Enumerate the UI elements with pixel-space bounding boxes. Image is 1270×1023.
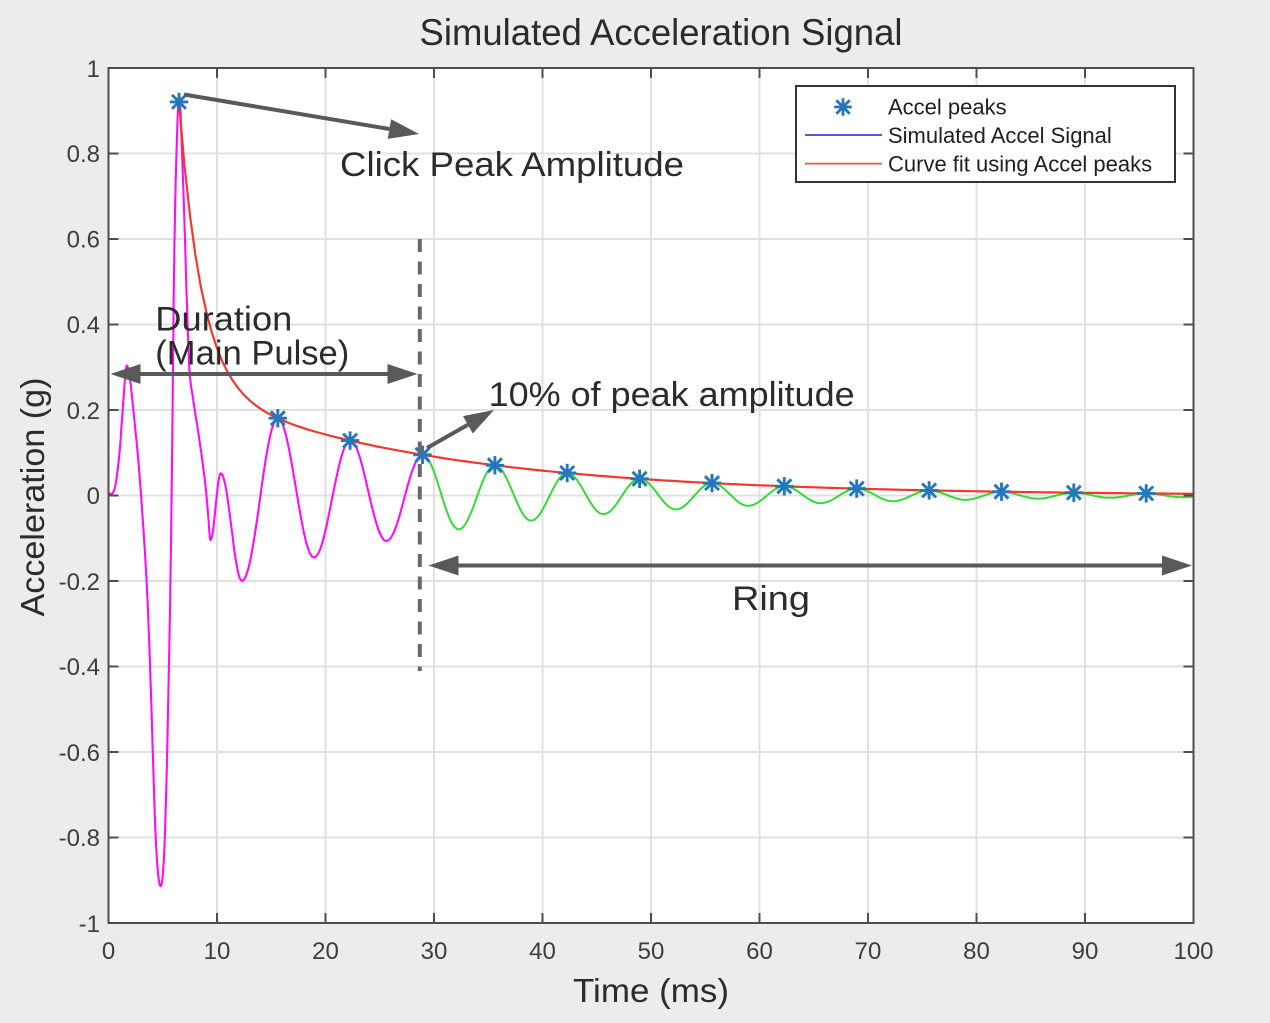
- svg-text:10% of peak amplitude: 10% of peak amplitude: [489, 376, 855, 414]
- svg-text:-0.4: -0.4: [59, 654, 100, 681]
- svg-text:20: 20: [312, 938, 339, 965]
- svg-text:(Main Pulse): (Main Pulse): [155, 335, 349, 373]
- svg-text:10: 10: [204, 938, 231, 965]
- svg-text:Duration: Duration: [155, 301, 292, 339]
- svg-text:-0.2: -0.2: [59, 569, 100, 596]
- svg-text:1: 1: [87, 56, 100, 83]
- svg-text:-0.8: -0.8: [59, 825, 100, 852]
- svg-text:Click Peak Amplitude: Click Peak Amplitude: [340, 146, 684, 184]
- svg-text:Time (ms): Time (ms): [573, 972, 729, 1009]
- svg-text:70: 70: [855, 938, 882, 965]
- svg-text:100: 100: [1173, 938, 1213, 965]
- svg-text:Curve fit using Accel peaks: Curve fit using Accel peaks: [888, 151, 1152, 176]
- svg-text:30: 30: [421, 938, 448, 965]
- svg-text:40: 40: [529, 938, 556, 965]
- svg-text:Ring: Ring: [732, 580, 810, 618]
- svg-text:50: 50: [638, 938, 665, 965]
- svg-text:0.6: 0.6: [67, 227, 100, 254]
- svg-text:Accel peaks: Accel peaks: [888, 95, 1007, 120]
- svg-text:90: 90: [1072, 938, 1099, 965]
- svg-text:Simulated Accel Signal: Simulated Accel Signal: [888, 123, 1112, 148]
- svg-text:60: 60: [746, 938, 773, 965]
- svg-text:Simulated Acceleration Signal: Simulated Acceleration Signal: [420, 12, 903, 53]
- svg-text:Acceleration (g): Acceleration (g): [14, 378, 51, 617]
- svg-text:-1: -1: [79, 911, 100, 938]
- svg-text:0.4: 0.4: [67, 312, 100, 339]
- svg-text:-0.6: -0.6: [59, 740, 100, 767]
- svg-text:0: 0: [87, 483, 100, 510]
- svg-text:0: 0: [102, 938, 115, 965]
- svg-text:0.2: 0.2: [67, 398, 100, 425]
- svg-text:0.8: 0.8: [67, 141, 100, 168]
- svg-text:80: 80: [963, 938, 990, 965]
